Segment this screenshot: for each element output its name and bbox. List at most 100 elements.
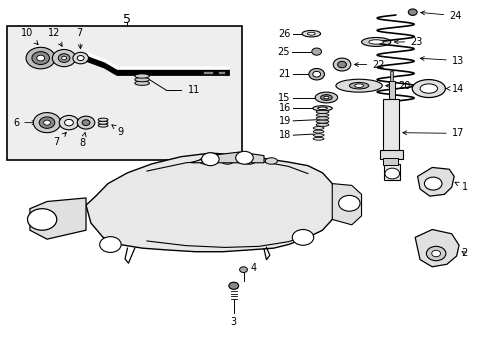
Circle shape bbox=[43, 120, 50, 125]
Circle shape bbox=[77, 55, 84, 60]
Ellipse shape bbox=[135, 81, 149, 85]
Circle shape bbox=[52, 49, 76, 67]
Ellipse shape bbox=[324, 96, 328, 99]
Ellipse shape bbox=[419, 84, 437, 93]
Circle shape bbox=[239, 267, 247, 273]
Text: 11: 11 bbox=[188, 85, 200, 95]
Bar bbox=[203, 71, 212, 74]
Ellipse shape bbox=[411, 80, 445, 98]
Circle shape bbox=[26, 47, 55, 69]
Circle shape bbox=[235, 151, 253, 164]
Circle shape bbox=[37, 55, 44, 61]
Text: 20: 20 bbox=[385, 81, 409, 91]
Ellipse shape bbox=[316, 120, 328, 123]
Circle shape bbox=[424, 177, 441, 190]
Text: 7: 7 bbox=[77, 28, 82, 49]
Circle shape bbox=[338, 195, 359, 211]
Ellipse shape bbox=[316, 110, 328, 113]
Circle shape bbox=[82, 120, 90, 126]
Ellipse shape bbox=[135, 74, 149, 78]
Polygon shape bbox=[86, 153, 336, 252]
Text: 18: 18 bbox=[278, 130, 290, 140]
Circle shape bbox=[58, 54, 70, 62]
Text: 21: 21 bbox=[278, 69, 290, 79]
Circle shape bbox=[407, 9, 416, 15]
Circle shape bbox=[39, 117, 55, 129]
Text: 6: 6 bbox=[13, 118, 36, 128]
Circle shape bbox=[384, 168, 399, 179]
Polygon shape bbox=[190, 152, 264, 163]
Text: 2: 2 bbox=[461, 248, 467, 258]
Ellipse shape bbox=[320, 95, 331, 100]
Ellipse shape bbox=[313, 130, 324, 133]
Text: 15: 15 bbox=[278, 93, 290, 103]
Bar bbox=[6, 26, 242, 160]
Text: 5: 5 bbox=[123, 13, 131, 26]
Circle shape bbox=[77, 116, 95, 129]
Circle shape bbox=[332, 58, 350, 71]
Ellipse shape bbox=[335, 79, 382, 92]
Text: 8: 8 bbox=[80, 132, 86, 148]
Circle shape bbox=[100, 237, 121, 252]
Bar bbox=[389, 71, 392, 81]
Text: 25: 25 bbox=[277, 46, 289, 57]
Ellipse shape bbox=[98, 121, 108, 124]
Bar bbox=[388, 81, 394, 101]
Text: 3: 3 bbox=[230, 317, 236, 327]
Ellipse shape bbox=[98, 124, 108, 127]
Text: 7: 7 bbox=[54, 132, 66, 147]
Polygon shape bbox=[417, 167, 453, 196]
Text: 17: 17 bbox=[402, 129, 463, 138]
Circle shape bbox=[426, 246, 445, 261]
Ellipse shape bbox=[313, 134, 324, 136]
Ellipse shape bbox=[317, 107, 327, 109]
Ellipse shape bbox=[221, 158, 233, 164]
Ellipse shape bbox=[354, 84, 363, 87]
Polygon shape bbox=[331, 184, 361, 225]
Text: 1: 1 bbox=[454, 182, 467, 192]
Bar bbox=[383, 158, 397, 165]
Circle shape bbox=[337, 61, 346, 68]
Text: 19: 19 bbox=[278, 116, 290, 126]
Ellipse shape bbox=[312, 106, 331, 111]
Ellipse shape bbox=[368, 40, 383, 44]
Bar bbox=[384, 164, 399, 180]
Circle shape bbox=[311, 48, 321, 55]
Circle shape bbox=[59, 116, 79, 130]
Circle shape bbox=[312, 71, 320, 77]
Ellipse shape bbox=[313, 127, 324, 130]
Circle shape bbox=[292, 229, 313, 245]
Text: 26: 26 bbox=[277, 29, 290, 39]
Circle shape bbox=[228, 282, 238, 289]
Circle shape bbox=[73, 52, 88, 64]
Ellipse shape bbox=[348, 82, 368, 89]
Circle shape bbox=[61, 56, 66, 60]
Polygon shape bbox=[30, 198, 86, 239]
Circle shape bbox=[431, 250, 440, 257]
Ellipse shape bbox=[199, 158, 211, 164]
Polygon shape bbox=[414, 229, 458, 267]
Ellipse shape bbox=[361, 37, 390, 46]
Text: 16: 16 bbox=[278, 103, 290, 113]
Text: 22: 22 bbox=[354, 59, 384, 69]
Circle shape bbox=[33, 113, 61, 133]
Ellipse shape bbox=[307, 32, 315, 35]
Circle shape bbox=[308, 68, 324, 80]
Text: 13: 13 bbox=[420, 55, 463, 66]
Text: 9: 9 bbox=[112, 125, 123, 136]
Circle shape bbox=[64, 120, 73, 126]
Ellipse shape bbox=[313, 137, 324, 140]
Bar bbox=[379, 150, 403, 159]
Ellipse shape bbox=[302, 31, 320, 37]
Ellipse shape bbox=[315, 92, 337, 103]
Ellipse shape bbox=[135, 77, 149, 82]
Text: 23: 23 bbox=[394, 37, 422, 47]
Bar bbox=[383, 99, 398, 151]
Ellipse shape bbox=[316, 123, 328, 126]
Text: 24: 24 bbox=[420, 11, 461, 21]
Ellipse shape bbox=[98, 118, 108, 121]
Text: 4: 4 bbox=[250, 263, 256, 273]
Circle shape bbox=[201, 153, 219, 166]
Circle shape bbox=[27, 209, 57, 230]
Ellipse shape bbox=[243, 158, 255, 164]
